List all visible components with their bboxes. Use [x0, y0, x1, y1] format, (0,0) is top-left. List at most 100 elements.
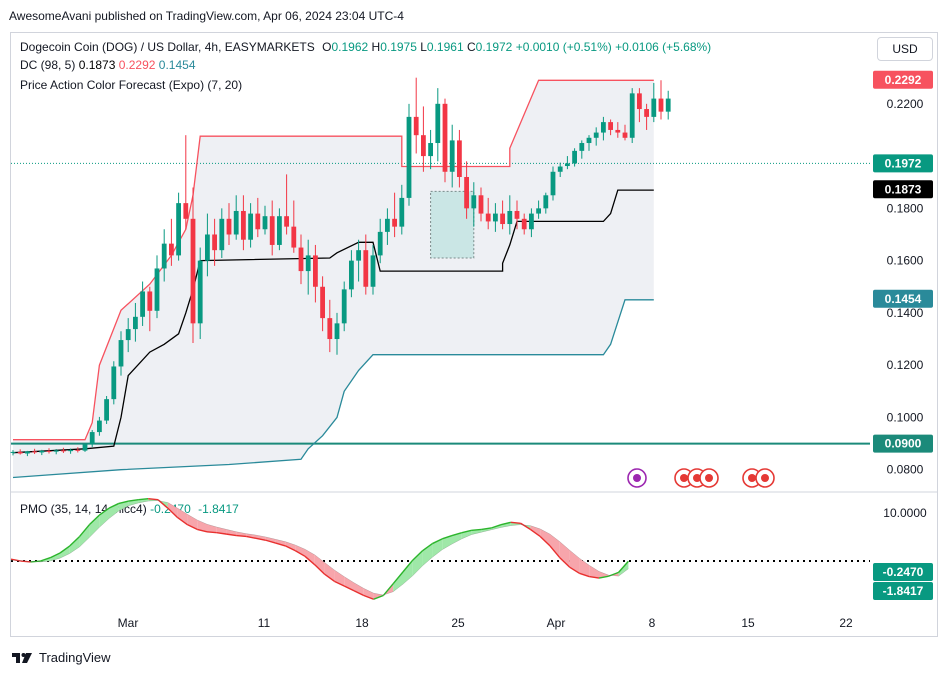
candle-body — [543, 195, 549, 209]
pmo-fill-segment — [265, 536, 276, 544]
candle-body — [644, 109, 649, 117]
candle-body — [25, 451, 30, 454]
candle-body — [557, 166, 563, 172]
candle-body — [212, 234, 217, 251]
candle-body — [363, 250, 369, 287]
y-tick-label: 0.0800 — [887, 463, 924, 477]
pmo-fill-segment — [589, 565, 599, 579]
pmo-line-segment — [529, 528, 541, 538]
candle-body — [536, 208, 541, 214]
candle-body — [500, 213, 505, 225]
pmo-signal-line — [10, 500, 629, 596]
candle-body — [327, 318, 333, 340]
pmo-line-segment — [138, 498, 149, 501]
pmo-line-segment — [422, 542, 433, 552]
pmo-line-segment — [197, 528, 208, 533]
pmo-line-segment — [236, 534, 247, 538]
candle-body — [341, 289, 347, 324]
open-label: O — [322, 40, 332, 54]
candle-body — [601, 122, 606, 133]
pmo-line-segment — [549, 545, 561, 559]
candle-body — [205, 234, 210, 261]
pmo-line-segment — [69, 535, 81, 547]
pmo-line-segment — [608, 571, 619, 577]
flag-icon-dot — [680, 474, 688, 482]
candle-body — [493, 213, 498, 222]
pmo-line-segment — [88, 514, 100, 526]
pmo-fill-segment — [69, 536, 80, 554]
candle-body — [442, 103, 448, 172]
candle-body — [349, 260, 354, 290]
pmo-line-segment — [255, 537, 266, 541]
high-value: 0.1975 — [380, 40, 417, 54]
pmo-line-segment — [343, 585, 355, 592]
pmo-fill-segment — [79, 524, 90, 547]
candle-body — [39, 450, 45, 453]
candle-body — [485, 213, 491, 222]
price-label-box — [873, 70, 933, 89]
pmo-fill-segment — [569, 550, 580, 574]
candle-body — [377, 231, 383, 256]
candle-body — [565, 163, 570, 167]
candle-body — [104, 399, 109, 421]
change-value: +0.0010 (+0.51%) — [515, 40, 612, 54]
pmo-line-segment — [490, 524, 502, 529]
pmo-fill-segment — [442, 535, 452, 550]
low-value: 0.1961 — [426, 40, 464, 54]
candle-body — [370, 255, 376, 287]
pmo-line-segment — [382, 583, 394, 596]
price-label-box — [873, 434, 933, 453]
candle-body — [111, 366, 117, 400]
y-tick-label: 0.1400 — [887, 306, 924, 320]
dc-label: DC (98, 5) — [20, 58, 76, 72]
pmo-fill-segment — [403, 560, 413, 585]
x-tick-label: 18 — [355, 616, 369, 630]
publish-line: AwesomeAvani published on TradingView.co… — [9, 9, 404, 23]
candle-body — [572, 150, 577, 164]
y-tick-label: 0.2200 — [887, 97, 924, 111]
pmo-line-segment — [79, 524, 90, 537]
pmo-fill-segment — [579, 558, 590, 577]
symbol-name: Dogecoin Coin (DOG) / US Dollar, 4h, EAS… — [20, 40, 315, 54]
candle-body — [629, 93, 635, 138]
pmo-fill-segment — [559, 541, 570, 568]
candle-body — [133, 316, 138, 330]
y-tick-label: 0.1000 — [887, 410, 924, 424]
pmo-line-segment — [226, 533, 237, 537]
pmo-line-segment — [392, 571, 404, 585]
candle-body — [89, 432, 95, 445]
price-label-text: 0.1873 — [885, 182, 922, 196]
pmo-line-segment — [304, 555, 316, 566]
candle-body — [125, 329, 131, 341]
currency-button[interactable]: USD — [877, 37, 933, 61]
x-tick-label: 8 — [649, 616, 656, 630]
tradingview-logo-icon — [12, 652, 32, 663]
candle-body — [651, 98, 657, 117]
pmo-line-segment — [108, 502, 120, 509]
candle-body — [53, 450, 59, 452]
pmo-fill-segment — [197, 519, 207, 532]
pmo-fill-segment — [393, 571, 403, 592]
pmo-label-box — [873, 582, 933, 600]
price-label-box — [873, 289, 933, 308]
candle-body — [457, 140, 462, 177]
pmo-line-segment — [59, 545, 71, 554]
pmo-line-segment — [441, 534, 453, 540]
pmo-label-text: -1.8417 — [883, 584, 924, 598]
candle-body — [298, 247, 304, 272]
close-value: 0.1972 — [475, 40, 513, 54]
pmo-fill-segment — [540, 528, 550, 546]
candle-body — [392, 218, 397, 227]
pmo-line-segment — [20, 560, 31, 563]
open-value: 0.1962 — [331, 40, 369, 54]
pmo-line-segment — [481, 527, 492, 531]
pmo-line-segment — [128, 498, 139, 502]
pmo-fill-segment — [354, 582, 364, 596]
pmo-line-segment — [598, 575, 609, 579]
pmo-line-segment — [40, 557, 51, 562]
candle-body — [248, 213, 253, 240]
flag-icon-dot — [693, 474, 701, 482]
flag-icon-dot — [748, 474, 756, 482]
pmo-line-segment — [324, 573, 335, 582]
